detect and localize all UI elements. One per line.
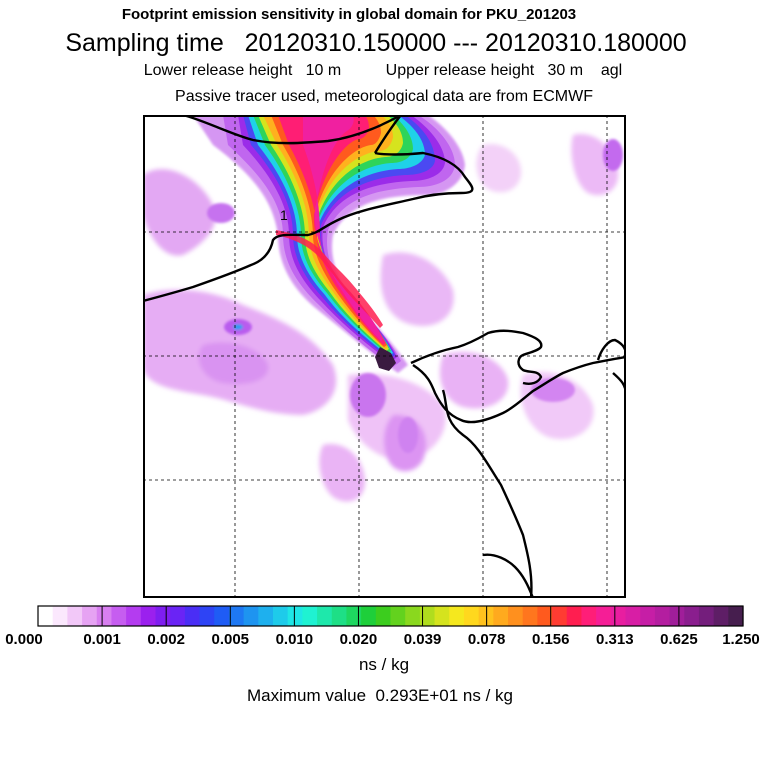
tracer-note: Passive tracer used, meteorological data…: [175, 88, 593, 105]
release-height-label: Lower release height 10 m Upper release …: [143, 62, 623, 79]
colorbar-cell: [214, 606, 230, 626]
colorbar-cell: [610, 606, 627, 626]
colorbar-cell: [375, 606, 392, 626]
colorbar: 0.000 0.001 0.002 0.005 0.010 0.020 0.039 0.078…: [5, 605, 760, 648]
colorbar-cell: [199, 606, 215, 626]
colorbar-cell: [405, 606, 421, 626]
colorbar-cell: [449, 606, 465, 626]
colorbar-cell: [126, 606, 142, 626]
map-frame: [143, 115, 626, 598]
colorbar-cell: [82, 606, 98, 626]
colorbar-tick-label: 0.010: [276, 631, 314, 648]
colorbar-tick-label: 0.020: [340, 631, 378, 648]
colorbar-tick-label: 0.313: [596, 631, 634, 648]
colorbar-tick-label: 0.002: [147, 631, 185, 648]
colorbar-tick-label: 0.039: [404, 631, 442, 648]
colorbar-tick-label: 0.625: [660, 631, 698, 648]
colorbar-cell: [522, 606, 538, 626]
colorbar-cell: [273, 606, 289, 626]
colorbar-cell: [419, 606, 436, 626]
colorbar-cell: [566, 606, 583, 626]
colorbar-tick-label: 1.250: [722, 631, 760, 648]
colorbar-cell: [302, 606, 318, 626]
colorbar-cell: [463, 606, 480, 626]
colorbar-cell: [258, 606, 274, 626]
maximum-value-label: Maximum value 0.293E+01 ns / kg: [247, 686, 513, 705]
colorbar-cell: [38, 606, 54, 626]
colorbar-cell: [508, 606, 524, 626]
colorbar-cell: [390, 606, 406, 626]
colorbar-tick-label: 0.156: [532, 631, 570, 648]
colorbar-cell: [184, 606, 201, 626]
colorbar-cell: [596, 606, 612, 626]
colorbar-tick-label: 0.078: [468, 631, 506, 648]
colorbar-cell: [361, 606, 377, 626]
colorbar-cell: [111, 606, 127, 626]
sampling-time-label: Sampling time 20120310.150000 --- 201203…: [65, 29, 687, 57]
footprint-map: 1: [143, 115, 626, 598]
receptor-marker-label: 1: [280, 207, 288, 223]
colorbar-cell: [170, 606, 186, 626]
colorbar-cell: [493, 606, 509, 626]
colorbar-cell: [537, 606, 553, 626]
colorbar-cell: [140, 606, 157, 626]
colorbar-cell: [552, 606, 568, 626]
grid-lines: [143, 115, 626, 598]
colorbar-cell: [625, 606, 641, 626]
colorbar-cell: [713, 606, 729, 626]
colorbar-cell: [698, 606, 715, 626]
colorbar-cell: [669, 606, 685, 626]
colorbar-cell: [581, 606, 597, 626]
colorbar-cell: [287, 606, 303, 626]
plume: [193, 115, 465, 373]
colorbar-cell: [155, 606, 171, 626]
colorbar-cell: [96, 606, 113, 626]
colorbar-cell: [434, 606, 450, 626]
colorbar-cell: [243, 606, 259, 626]
colorbar-cell: [67, 606, 83, 626]
colorbar-cell: [728, 606, 744, 626]
colorbar-cell: [228, 606, 245, 626]
sensitivity-field-mid: [207, 139, 623, 453]
colorbar-cell: [317, 606, 333, 626]
colorbar-cell: [346, 606, 362, 626]
colorbar-tick-label: 0.000: [5, 631, 43, 648]
colorbar-tick-label: 0.001: [83, 631, 121, 648]
colorbar-cell: [52, 606, 68, 626]
plot-title: Footprint emission sensitivity in global…: [121, 6, 577, 23]
colorbar-cell: [331, 606, 348, 626]
colorbar-cell: [654, 606, 671, 626]
colorbar-unit: ns / kg: [358, 655, 410, 674]
colorbar-cell: [640, 606, 656, 626]
colorbar-tick-label: 0.005: [211, 631, 249, 648]
receptor-location: [375, 347, 396, 371]
colorbar-cell: [684, 606, 700, 626]
